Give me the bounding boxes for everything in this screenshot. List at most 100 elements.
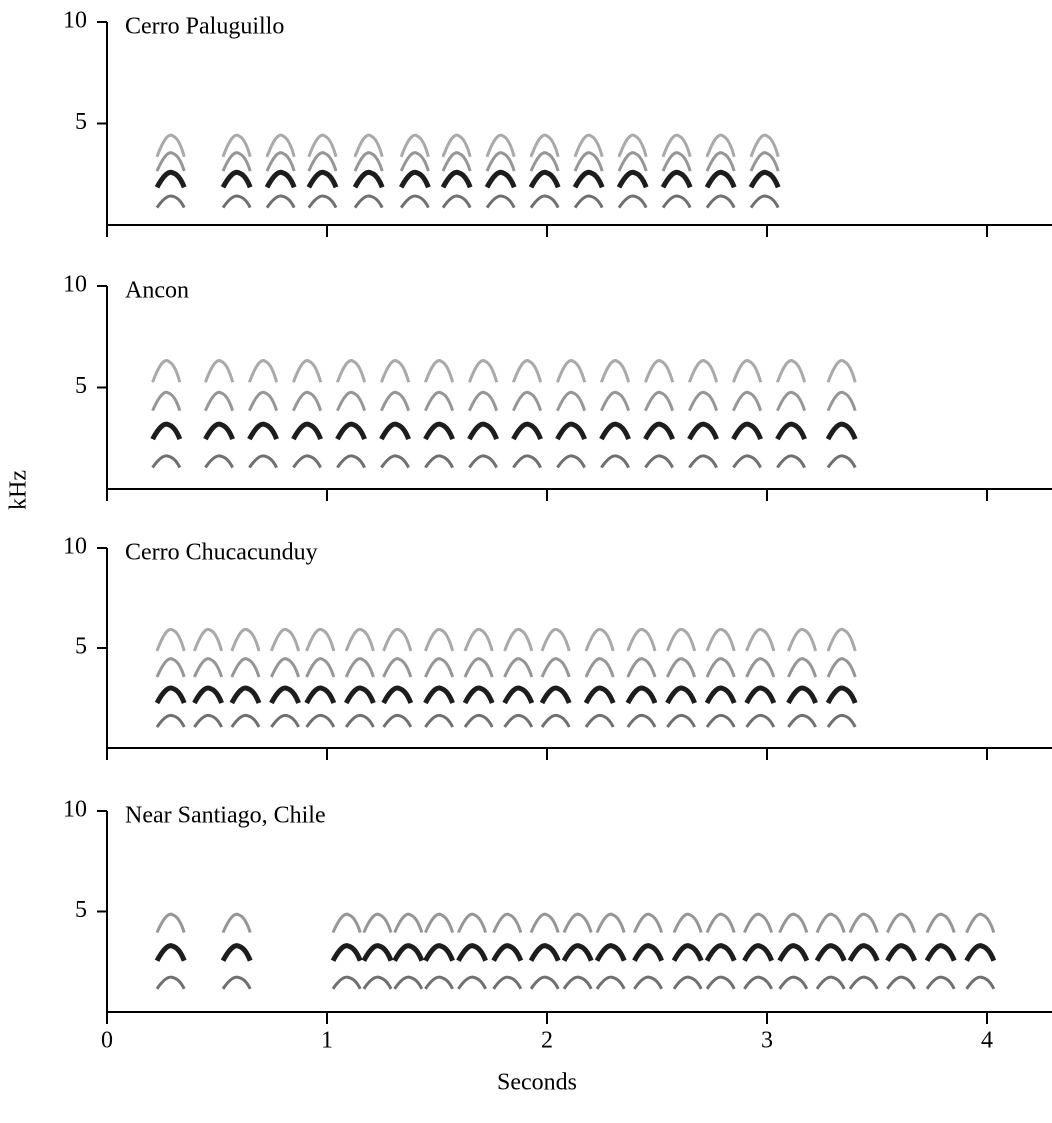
note-harmonic xyxy=(671,943,704,962)
panel-title: Near Santiago, Chile xyxy=(125,803,326,829)
note-harmonic xyxy=(644,390,675,412)
note-harmonic xyxy=(776,390,807,412)
note-harmonic xyxy=(398,169,431,189)
note-harmonic xyxy=(600,454,630,469)
note-harmonic xyxy=(247,359,279,383)
note-harmonic xyxy=(305,657,336,678)
note-harmonic xyxy=(529,912,560,934)
note-harmonic xyxy=(441,194,472,209)
note-harmonic xyxy=(886,975,916,990)
note-harmonic xyxy=(151,359,182,383)
note-harmonic xyxy=(787,713,817,728)
note-harmonic xyxy=(353,194,384,209)
note-harmonic xyxy=(331,975,362,990)
note-harmonic xyxy=(467,359,499,383)
note-harmonic xyxy=(304,685,337,705)
note-harmonic xyxy=(362,912,393,934)
note-harmonic xyxy=(462,685,495,705)
note-harmonic xyxy=(616,169,649,189)
note-harmonic xyxy=(229,685,262,705)
note-harmonic xyxy=(704,169,737,189)
note-harmonic xyxy=(617,133,648,158)
note-harmonic xyxy=(672,912,703,934)
note-harmonic xyxy=(705,194,736,209)
note-harmonic xyxy=(924,943,957,962)
note-harmonic xyxy=(399,133,430,158)
note-harmonic xyxy=(423,943,455,962)
note-harmonic xyxy=(778,912,809,934)
note-harmonic xyxy=(786,685,818,705)
panel-title: Cerro Chucacunduy xyxy=(125,540,318,566)
note-harmonic xyxy=(353,133,384,158)
note-harmonic xyxy=(457,975,487,990)
note-harmonic xyxy=(193,713,223,728)
note-harmonic xyxy=(491,943,524,962)
note-harmonic xyxy=(626,627,657,652)
note-harmonic xyxy=(644,454,674,469)
note-harmonic xyxy=(154,169,187,189)
note-harmonic xyxy=(705,912,736,934)
note-harmonic xyxy=(594,943,627,962)
note-harmonic xyxy=(399,194,430,209)
note-harmonic xyxy=(743,975,773,990)
note-harmonic xyxy=(749,133,780,158)
note-harmonic xyxy=(625,685,658,705)
note-harmonic xyxy=(393,912,424,934)
note-harmonic xyxy=(382,627,413,652)
note-harmonic xyxy=(502,685,535,705)
note-harmonic xyxy=(704,685,737,705)
note-harmonic xyxy=(270,657,301,678)
x-tick-label: 2 xyxy=(541,1028,553,1054)
note-harmonic xyxy=(749,194,780,209)
note-harmonic xyxy=(230,657,261,678)
note-harmonic xyxy=(742,943,774,962)
note-harmonic xyxy=(731,421,763,441)
y-tick-label: 10 xyxy=(63,272,87,298)
note-harmonic xyxy=(595,912,626,934)
note-harmonic xyxy=(457,912,488,934)
note-harmonic xyxy=(154,943,187,962)
note-harmonic xyxy=(632,943,664,962)
note-harmonic xyxy=(705,133,736,158)
note-harmonic xyxy=(192,685,224,705)
note-harmonic xyxy=(561,943,594,962)
note-harmonic xyxy=(562,912,593,934)
note-harmonic xyxy=(825,685,858,705)
note-harmonic xyxy=(392,943,425,962)
note-harmonic xyxy=(529,151,560,172)
note-harmonic xyxy=(204,390,235,412)
note-harmonic xyxy=(775,359,807,383)
note-harmonic xyxy=(292,454,322,469)
note-harmonic xyxy=(463,713,494,728)
note-harmonic xyxy=(424,390,455,412)
y-tick-label: 5 xyxy=(75,634,87,660)
note-harmonic xyxy=(382,657,413,678)
note-harmonic xyxy=(732,454,762,469)
note-harmonic xyxy=(826,359,857,383)
note-harmonic xyxy=(573,133,604,158)
note-harmonic xyxy=(203,421,235,441)
note-harmonic xyxy=(463,657,494,678)
note-harmonic xyxy=(745,627,776,652)
note-harmonic xyxy=(540,657,571,678)
note-harmonic xyxy=(749,151,780,172)
note-harmonic xyxy=(815,975,846,990)
note-harmonic xyxy=(925,975,956,990)
note-harmonic xyxy=(423,685,455,705)
note-harmonic xyxy=(826,454,857,469)
note-harmonic xyxy=(291,359,323,383)
note-harmonic xyxy=(151,454,182,469)
note-harmonic xyxy=(220,169,253,189)
note-harmonic xyxy=(380,454,410,469)
note-harmonic xyxy=(468,454,498,469)
note-harmonic xyxy=(665,627,697,652)
note-harmonic xyxy=(848,912,879,934)
note-harmonic xyxy=(744,685,777,705)
note-harmonic xyxy=(529,194,560,209)
note-harmonic xyxy=(599,359,631,383)
x-tick-label: 1 xyxy=(321,1028,333,1054)
note-harmonic xyxy=(705,627,736,652)
note-harmonic xyxy=(626,713,657,728)
note-harmonic xyxy=(423,359,455,383)
